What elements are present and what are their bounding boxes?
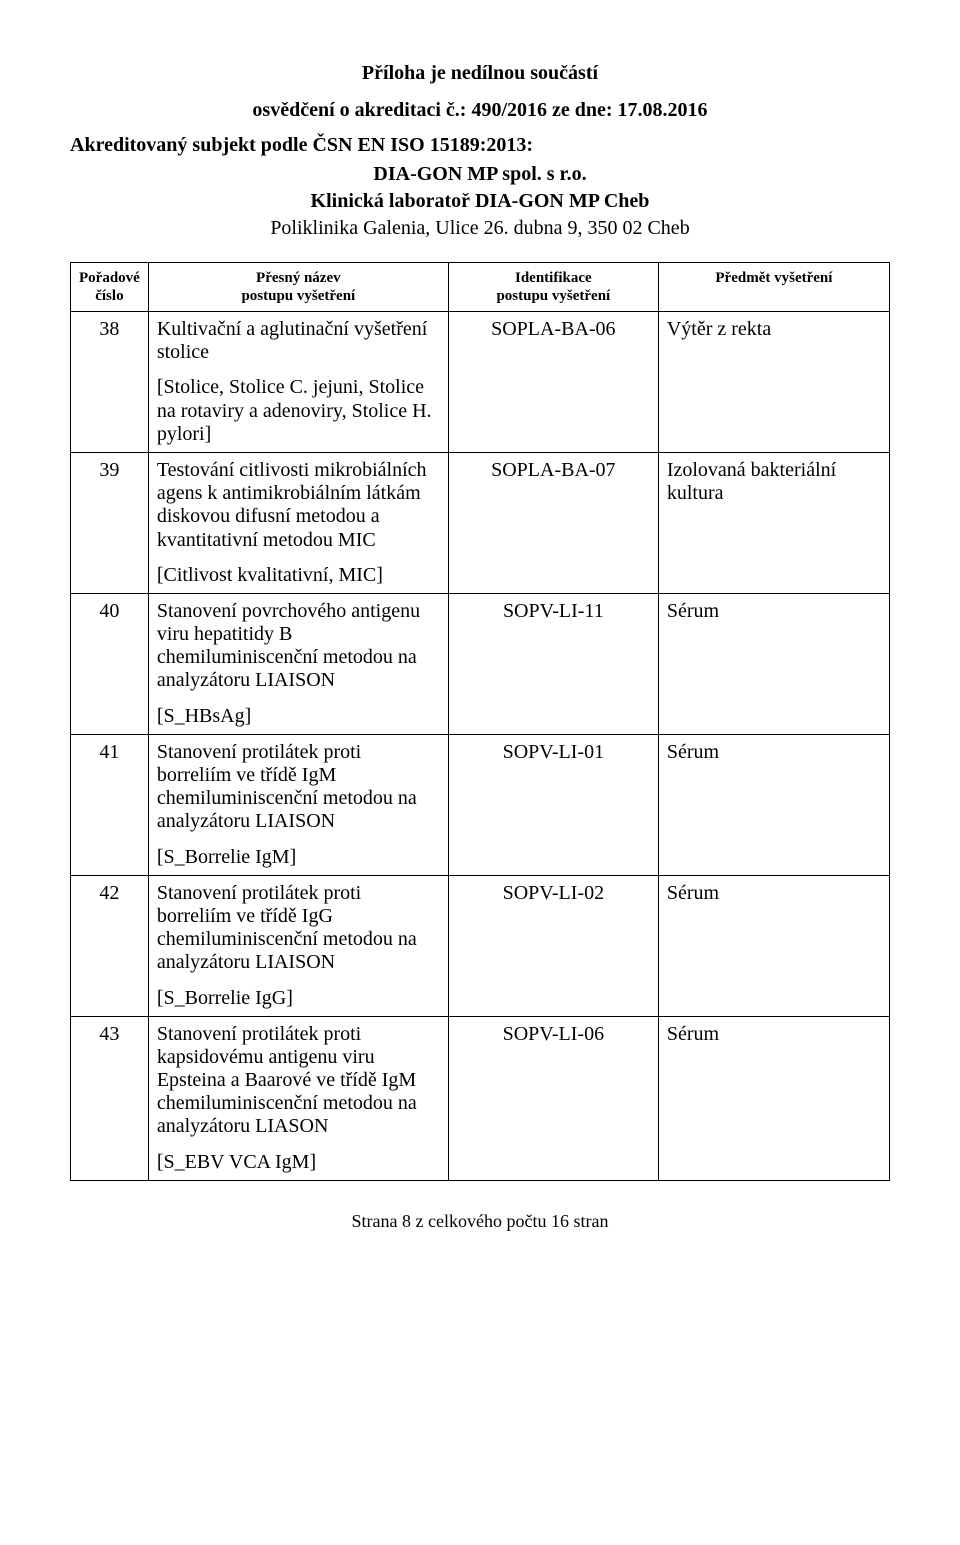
data-table: Pořadovéčíslo Přesný názevpostupu vyšetř… — [70, 262, 890, 1181]
header-line1: Příloha je nedílnou součástí — [70, 60, 890, 87]
table-row: 40 Stanovení povrchového antigenu viru h… — [71, 593, 890, 734]
row-subject: Izolovaná bakteriální kultura — [658, 452, 889, 593]
row-number: 43 — [71, 1016, 149, 1180]
row-desc-main: Kultivační a aglutinační vyšetření stoli… — [157, 318, 440, 364]
row-subject: Sérum — [658, 734, 889, 875]
page: Příloha je nedílnou součástí osvědčení o… — [0, 0, 960, 1545]
row-ident: SOPV-LI-06 — [448, 1016, 658, 1180]
table-row: 38 Kultivační a aglutinační vyšetření st… — [71, 312, 890, 453]
row-desc-bracket: [S_HBsAg] — [157, 705, 440, 728]
header-line6: Poliklinika Galenia, Ulice 26. dubna 9, … — [270, 217, 689, 239]
row-number: 38 — [71, 312, 149, 453]
row-ident: SOPLA-BA-07 — [448, 452, 658, 593]
row-desc-main: Stanovení protilátek proti borreliím ve … — [157, 741, 440, 834]
row-ident: SOPV-LI-01 — [448, 734, 658, 875]
row-subject: Sérum — [658, 1016, 889, 1180]
table-row: 39 Testování citlivosti mikrobiálních ag… — [71, 452, 890, 593]
row-desc-main: Stanovení povrchového antigenu viru hepa… — [157, 600, 440, 693]
row-desc-bracket: [S_EBV VCA IgM] — [157, 1151, 440, 1174]
header-line4: DIA-GON MP spol. s r.o. — [373, 163, 586, 185]
row-ident: SOPV-LI-11 — [448, 593, 658, 734]
row-number: 40 — [71, 593, 149, 734]
row-desc-bracket: [Citlivost kvalitativní, MIC] — [157, 564, 440, 587]
row-desc-main: Stanovení protilátek proti kapsidovému a… — [157, 1023, 440, 1139]
row-desc: Testování citlivosti mikrobiálních agens… — [148, 452, 448, 593]
row-subject: Sérum — [658, 875, 889, 1016]
page-footer: Strana 8 z celkového počtu 16 stran — [70, 1211, 890, 1232]
table-row: 42 Stanovení protilátek proti borreliím … — [71, 875, 890, 1016]
row-desc-main: Stanovení protilátek proti borreliím ve … — [157, 882, 440, 975]
row-desc-bracket: [S_Borrelie IgG] — [157, 987, 440, 1010]
row-ident: SOPV-LI-02 — [448, 875, 658, 1016]
row-desc: Stanovení protilátek proti borreliím ve … — [148, 734, 448, 875]
row-desc: Kultivační a aglutinační vyšetření stoli… — [148, 312, 448, 453]
col-header-ident: Identifikacepostupu vyšetření — [448, 263, 658, 312]
header-line3: Akreditovaný subjekt podle ČSN EN ISO 15… — [70, 134, 890, 157]
row-subject: Sérum — [658, 593, 889, 734]
header-line2: osvědčení o akreditaci č.: 490/2016 ze d… — [70, 97, 890, 124]
row-desc: Stanovení povrchového antigenu viru hepa… — [148, 593, 448, 734]
table-row: 41 Stanovení protilátek proti borreliím … — [71, 734, 890, 875]
row-desc-bracket: [Stolice, Stolice C. jejuni, Stolice na … — [157, 376, 440, 446]
col-header-name: Přesný názevpostupu vyšetření — [148, 263, 448, 312]
row-number: 41 — [71, 734, 149, 875]
col-header-subject: Předmět vyšetření — [658, 263, 889, 312]
row-desc: Stanovení protilátek proti kapsidovému a… — [148, 1016, 448, 1180]
row-desc: Stanovení protilátek proti borreliím ve … — [148, 875, 448, 1016]
row-subject: Výtěr z rekta — [658, 312, 889, 453]
row-ident: SOPLA-BA-06 — [448, 312, 658, 453]
col-header-number: Pořadovéčíslo — [71, 263, 149, 312]
row-number: 39 — [71, 452, 149, 593]
table-row: 43 Stanovení protilátek proti kapsidovém… — [71, 1016, 890, 1180]
row-desc-main: Testování citlivosti mikrobiálních agens… — [157, 459, 440, 552]
header-line5: Klinická laboratoř DIA-GON MP Cheb — [311, 190, 650, 212]
table-header-row: Pořadovéčíslo Přesný názevpostupu vyšetř… — [71, 263, 890, 312]
row-number: 42 — [71, 875, 149, 1016]
row-desc-bracket: [S_Borrelie IgM] — [157, 846, 440, 869]
